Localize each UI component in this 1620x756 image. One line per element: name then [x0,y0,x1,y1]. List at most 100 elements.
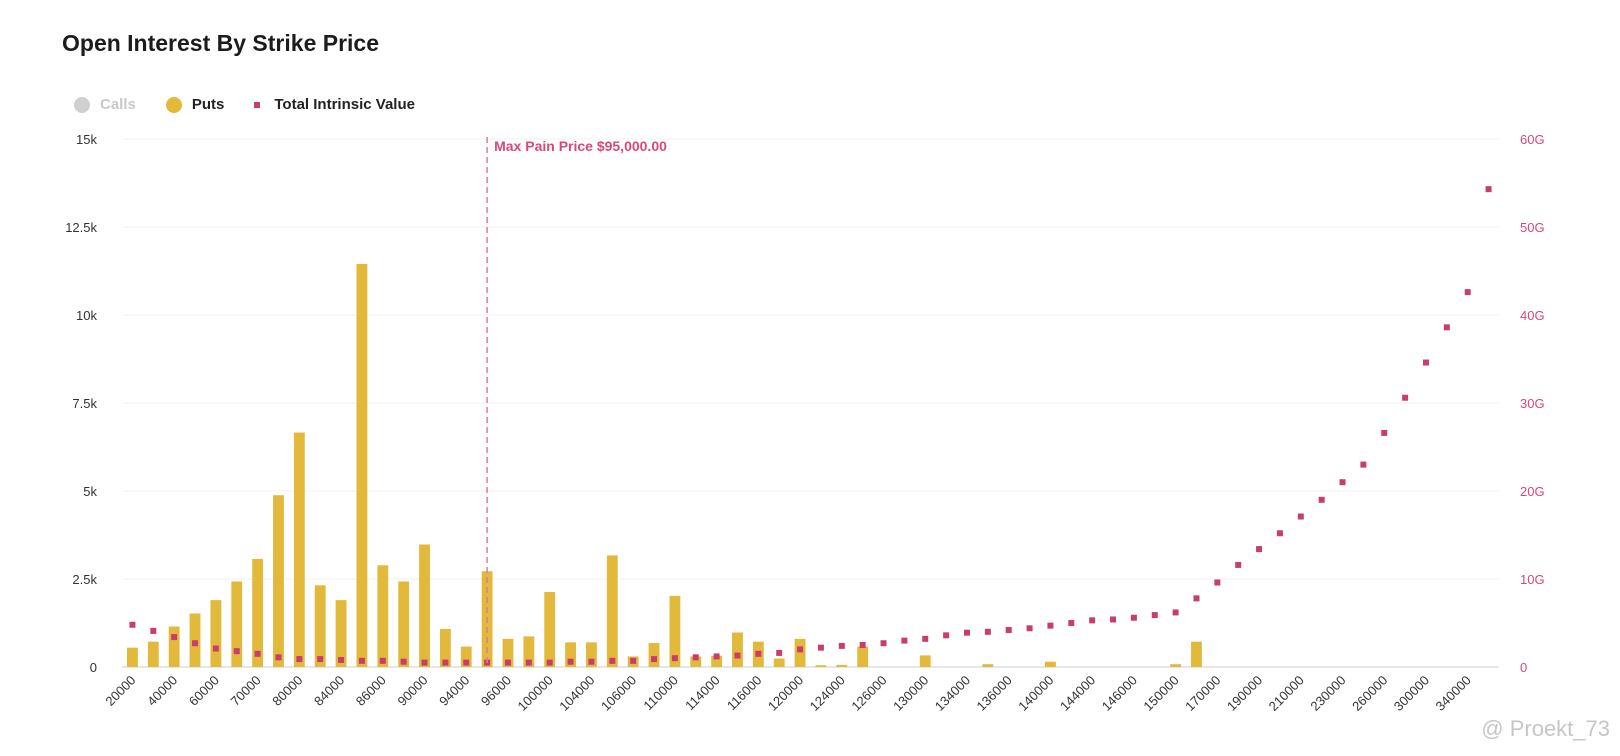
y-right-tick-label: 30G [1520,396,1545,411]
tiv-marker [734,652,741,659]
y-left-tick-label: 0 [90,660,97,675]
x-tick-label: 86000 [353,673,389,709]
x-tick-label: 170000 [1182,673,1223,714]
tiv-marker [400,658,407,665]
tiv-marker [358,657,365,664]
tiv-marker [1151,612,1158,619]
puts-bar [690,656,702,667]
x-tick-label: 300000 [1391,673,1432,714]
x-tick-label: 136000 [974,673,1015,714]
y-axis-left: 0 2.5k 5k 7.5k 10k 12.5k 15k [65,132,97,675]
tiv-marker [379,657,386,664]
tiv-marker [171,634,178,641]
tiv-marker [1381,429,1388,436]
puts-bar [836,664,848,667]
legend-calls[interactable]: Calls [74,96,136,113]
x-axis: 20000 40000 60000 70000 80000 84000 86000 90000… [102,673,1473,714]
x-tick-label: 126000 [848,673,889,714]
tiv-marker [1276,530,1283,537]
tiv-marker [1110,616,1117,623]
x-tick-label: 100000 [515,673,556,714]
tiv-marker [1089,617,1096,624]
x-tick-label: 60000 [186,673,222,709]
x-tick-label: 96000 [478,673,514,709]
puts-bar [210,600,222,667]
tiv-marker [1005,627,1012,634]
y-left-tick-label: 15k [76,132,97,147]
puts-bar [168,626,180,667]
legend-puts[interactable]: Puts [165,96,225,113]
tiv-marker [463,659,470,666]
puts-bar [127,647,138,667]
puts-bar [544,592,556,667]
puts-bar [439,628,451,667]
max-pain-label: Max Pain Price $95,000.00 [494,138,667,154]
tiv-marker [630,657,637,664]
tiv-marker [1360,461,1367,468]
tiv-marker [129,621,136,628]
tiv-marker [1172,609,1179,616]
x-tick-label: 110000 [640,673,681,714]
tiv-marker [713,653,720,660]
grid-lines [122,138,1499,668]
x-tick-label: 130000 [890,673,931,714]
x-tick-label: 104000 [556,673,597,714]
legend-tiv-label: Total Intrinsic Value [274,96,415,113]
puts-bar [523,636,535,667]
puts-bar [794,638,806,667]
tiv-marker [1235,561,1242,568]
x-tick-label: 190000 [1224,673,1265,714]
x-tick-label: 124000 [807,673,848,714]
tiv-marker [317,656,324,663]
puts-bar [1191,641,1202,667]
puts-bar [586,642,597,667]
x-tick-label: 20000 [102,673,138,709]
puts-bar [502,638,514,667]
tiv-marker [421,659,428,666]
legend-puts-label: Puts [191,96,225,113]
puts-bar [377,565,389,667]
tiv-marker [943,632,950,639]
puts-legend-marker [165,96,182,113]
tiv-marker [1130,614,1137,621]
tiv-marker [963,629,970,636]
tiv-marker [1297,513,1304,520]
tiv-marker [922,635,929,642]
tiv-marker [651,656,658,663]
x-tick-label: 150000 [1140,673,1181,714]
x-tick-label: 210000 [1266,673,1307,714]
x-tick-label: 230000 [1307,673,1348,714]
x-tick-label: 260000 [1349,673,1390,714]
tiv-marker [504,659,511,666]
x-tick-label: 134000 [932,673,973,714]
y-left-tick-label: 12.5k [65,220,97,235]
tiv-marker [296,656,303,663]
tiv-marker [150,627,157,634]
puts-bar [356,263,368,667]
tiv-marker [1318,496,1325,503]
y-right-tick-label: 0 [1520,660,1527,675]
y-right-tick-label: 20G [1520,484,1545,499]
y-left-tick-label: 7.5k [72,396,97,411]
y-right-tick-label: 60G [1520,132,1545,147]
tiv-marker [797,646,804,653]
tiv-marker [1422,359,1429,366]
y-right-tick-label: 10G [1520,572,1545,587]
tiv-marker [1464,289,1471,296]
x-tick-label: 90000 [394,673,430,709]
y-left-tick-label: 2.5k [72,572,97,587]
legend-calls-label: Calls [100,96,136,113]
y-right-tick-label: 40G [1520,308,1545,323]
calls-legend-marker [74,96,90,113]
puts-bar [857,646,869,667]
x-tick-label: 114000 [682,673,723,714]
tiv-marker [1256,546,1263,553]
puts-bar [982,664,994,667]
puts-bar [419,544,430,667]
x-tick-label: 144000 [1057,673,1098,714]
tiv-marker [442,659,449,666]
tiv-marker [1443,324,1450,331]
tiv-marker [671,655,678,662]
legend-tiv[interactable]: Total Intrinsic Value [254,96,415,113]
tiv-marker [817,644,824,651]
